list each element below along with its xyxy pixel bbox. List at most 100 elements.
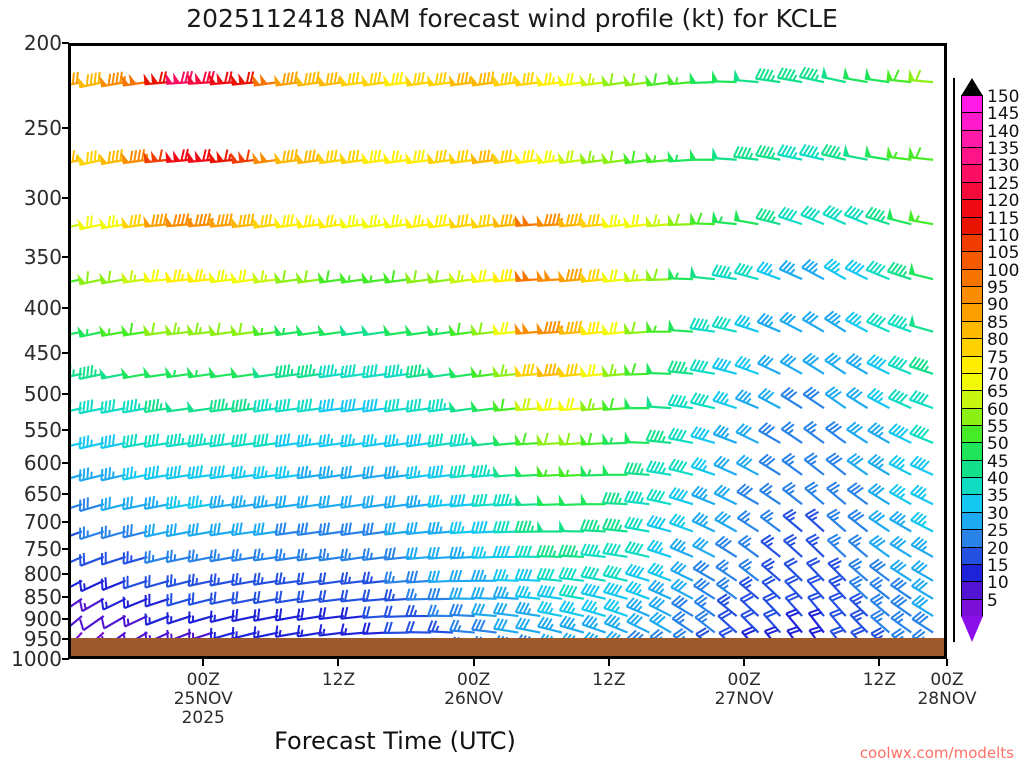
wind-barb: [318, 548, 344, 562]
wind-barb: [889, 535, 912, 558]
wind-barb: [383, 621, 410, 635]
wind-barb: [296, 607, 323, 622]
wind-barb: [405, 214, 432, 229]
colorbar-swatch: [961, 338, 983, 357]
wind-barb: [909, 424, 934, 444]
wind-barb: [735, 454, 759, 476]
y-axis-tick-mark: [62, 547, 69, 550]
wind-barb: [689, 358, 716, 375]
wind-barb: [383, 214, 410, 229]
colorbar-tick-label: 40: [987, 469, 1009, 490]
wind-barb: [821, 66, 847, 84]
wind-barb: [623, 73, 650, 87]
wind-barb: [122, 524, 148, 539]
wind-barb: [296, 572, 323, 586]
wind-barb: [427, 620, 453, 634]
colorbar-tick-label: 120: [987, 191, 1020, 212]
wind-barb: [274, 495, 301, 509]
wind-barb: [869, 609, 891, 634]
wind-barb: [667, 150, 694, 163]
wind-barb: [646, 320, 672, 333]
wind-barb: [737, 510, 760, 533]
wind-barb: [713, 484, 738, 506]
wind-barb: [580, 582, 606, 600]
page-title: 2025112418 NAM forecast wind profile (kt…: [186, 4, 838, 33]
wind-barb: [318, 572, 344, 586]
wind-barb: [470, 493, 497, 508]
wind-barb: [231, 608, 257, 623]
wind-barb: [361, 522, 388, 537]
wind-barb: [405, 588, 432, 601]
wind-barb: [143, 366, 170, 379]
wind-barb: [601, 269, 628, 283]
y-axis-tick-mark: [62, 307, 69, 310]
wind-barb: [100, 434, 126, 450]
wind-barb: [667, 393, 694, 410]
wind-barb: [122, 496, 148, 511]
x-tick-time: 00Z: [727, 670, 761, 690]
wind-barb: [514, 214, 541, 227]
y-axis-tick-mark: [62, 617, 69, 620]
wind-barb: [492, 434, 519, 447]
wind-barb: [187, 433, 214, 448]
wind-barb: [121, 433, 148, 449]
wind-barb: [558, 600, 585, 618]
wind-barb: [209, 610, 235, 624]
wind-barb: [849, 608, 869, 634]
wind-barb: [318, 522, 344, 537]
colorbar-swatch: [961, 529, 983, 549]
wind-barb: [427, 398, 454, 413]
wind-barb: [737, 534, 760, 558]
wind-barb: [383, 571, 410, 585]
wind-barb: [274, 71, 301, 87]
wind-barb: [716, 593, 738, 617]
wind-barb: [776, 67, 803, 84]
wind-barb: [71, 330, 83, 336]
wind-barb: [274, 572, 301, 586]
wind-barb: [645, 429, 672, 445]
wind-barb: [274, 433, 301, 448]
wind-barb: [77, 150, 104, 166]
wind-barb-row: [71, 143, 934, 166]
wind-barb: [558, 494, 584, 507]
wind-barb: [911, 594, 934, 617]
wind-barb: [361, 589, 388, 603]
wind-barb: [869, 576, 891, 600]
wind-barb: [601, 518, 628, 533]
wind-barb: [689, 212, 715, 226]
colorbar-swatch: [961, 477, 983, 496]
x-axis-tick-mark: [607, 659, 610, 666]
wind-barb: [736, 483, 760, 506]
wind-barb: [689, 392, 716, 410]
wind-barb: [187, 465, 214, 480]
wind-barb: [734, 314, 759, 333]
wind-barb: [361, 364, 388, 379]
wind-barb: [427, 604, 453, 618]
wind-barb: [252, 548, 279, 562]
wind-barb: [71, 579, 83, 588]
wind-barb: [78, 597, 105, 613]
wind-barb: [405, 149, 432, 165]
y-axis-tick-mark: [62, 197, 69, 200]
wind-barb: [580, 543, 606, 559]
wind-barb: [383, 547, 410, 561]
wind-barb: [427, 521, 454, 535]
wind-barb: [208, 322, 235, 337]
wind-barb-row: [71, 533, 934, 567]
wind-barb: [691, 511, 716, 533]
wind-barb: [760, 534, 782, 558]
wind-barb: [186, 400, 214, 413]
attribution-link[interactable]: coolwx.com/modelts: [859, 744, 1014, 762]
wind-barb: [122, 596, 148, 610]
wind-barb: [405, 465, 432, 480]
wind-barb: [601, 73, 628, 87]
wind-barb: [667, 213, 694, 227]
wind-barb: [405, 547, 432, 561]
wind-barb: [694, 610, 716, 634]
wind-barb: [77, 71, 104, 89]
colorbar-tick-label: 115: [987, 208, 1020, 229]
wind-barb: [340, 571, 366, 585]
x-axis-tick-mark: [946, 659, 948, 666]
wind-barb: [908, 314, 934, 333]
wind-barb: [208, 366, 235, 379]
